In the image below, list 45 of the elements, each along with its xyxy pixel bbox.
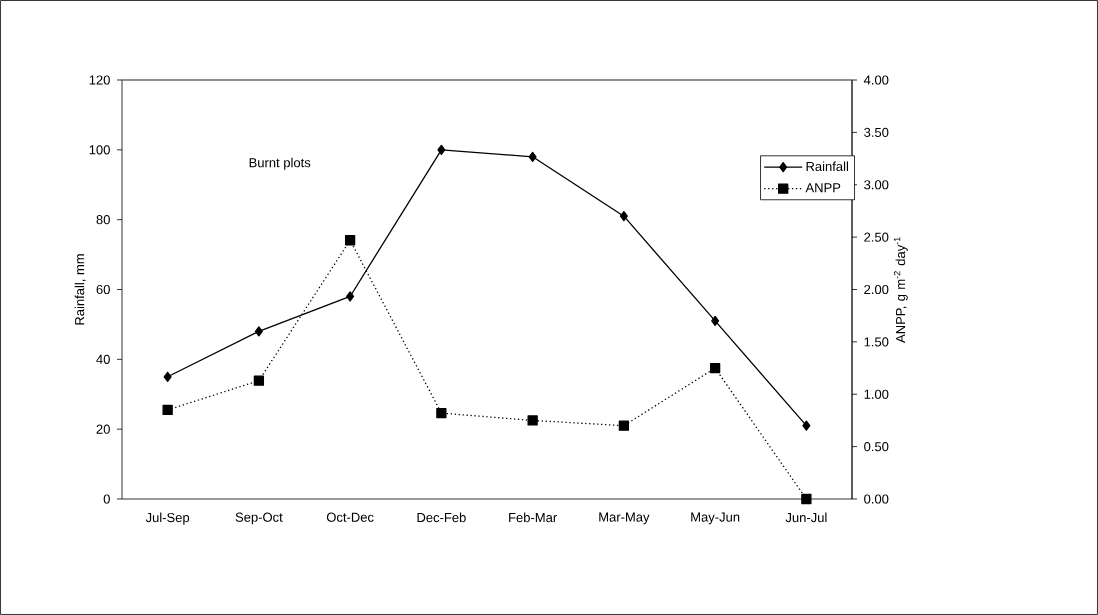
y2-tick-label: 2.00: [864, 284, 889, 295]
x-tick-label: Oct-Dec: [326, 512, 374, 522]
y-tick-label: 60: [96, 284, 110, 295]
point: [437, 144, 446, 155]
point: [436, 407, 447, 419]
x-tick-label: Mar-May: [599, 512, 650, 525]
y-tick-label: 20: [96, 424, 110, 434]
y2-tick-label: 3.50: [864, 127, 889, 137]
y-tick-label: 0: [103, 494, 110, 504]
y2-axis-title: ANPP, g m$^{-2}$ day$^{-1}$: [893, 237, 908, 343]
y2-tick-label: 0.50: [864, 442, 889, 452]
x-tick-label: Feb-Mar: [509, 512, 557, 523]
point: [801, 493, 812, 505]
point: [618, 420, 630, 431]
x-tick-label: Jul-Sep: [145, 512, 190, 525]
y-tick-label: 120: [89, 75, 110, 85]
x-tick-label: Sep-Oct: [235, 512, 283, 525]
point: [802, 420, 811, 431]
point: [619, 211, 628, 222]
x-tick-label: Jun-Jul: [785, 512, 827, 523]
point: [163, 371, 172, 382]
legend-label: Rainfall: [806, 161, 848, 172]
y-tick-label: 100: [89, 145, 110, 155]
point: [709, 362, 721, 374]
point: [346, 291, 355, 302]
x-tick-label: Dec-Feb: [417, 512, 466, 523]
point: [527, 415, 538, 426]
y2-tick-label: 1.00: [864, 389, 889, 399]
annotation: Burnt plots: [249, 157, 311, 170]
y-tick-label: 40: [96, 354, 110, 364]
point: [254, 326, 263, 337]
x-tick-label: May-Jun: [691, 512, 740, 525]
point: [711, 315, 720, 327]
legend-label: ANPP: [805, 183, 841, 193]
point: [528, 151, 537, 162]
y-axis-title: Rainfall, mm: [74, 254, 86, 325]
point: [253, 375, 265, 386]
y2-tick-label: 0.00: [864, 494, 889, 504]
y2-tick-label: 1.50: [864, 337, 889, 347]
y2-tick-label: 2.50: [864, 232, 889, 242]
point: [162, 404, 173, 416]
point: [344, 235, 356, 246]
y2-tick-label: 3.00: [864, 180, 889, 190]
y2-tick-label: 4.00: [863, 75, 889, 85]
y-tick-label: 80: [96, 215, 110, 225]
